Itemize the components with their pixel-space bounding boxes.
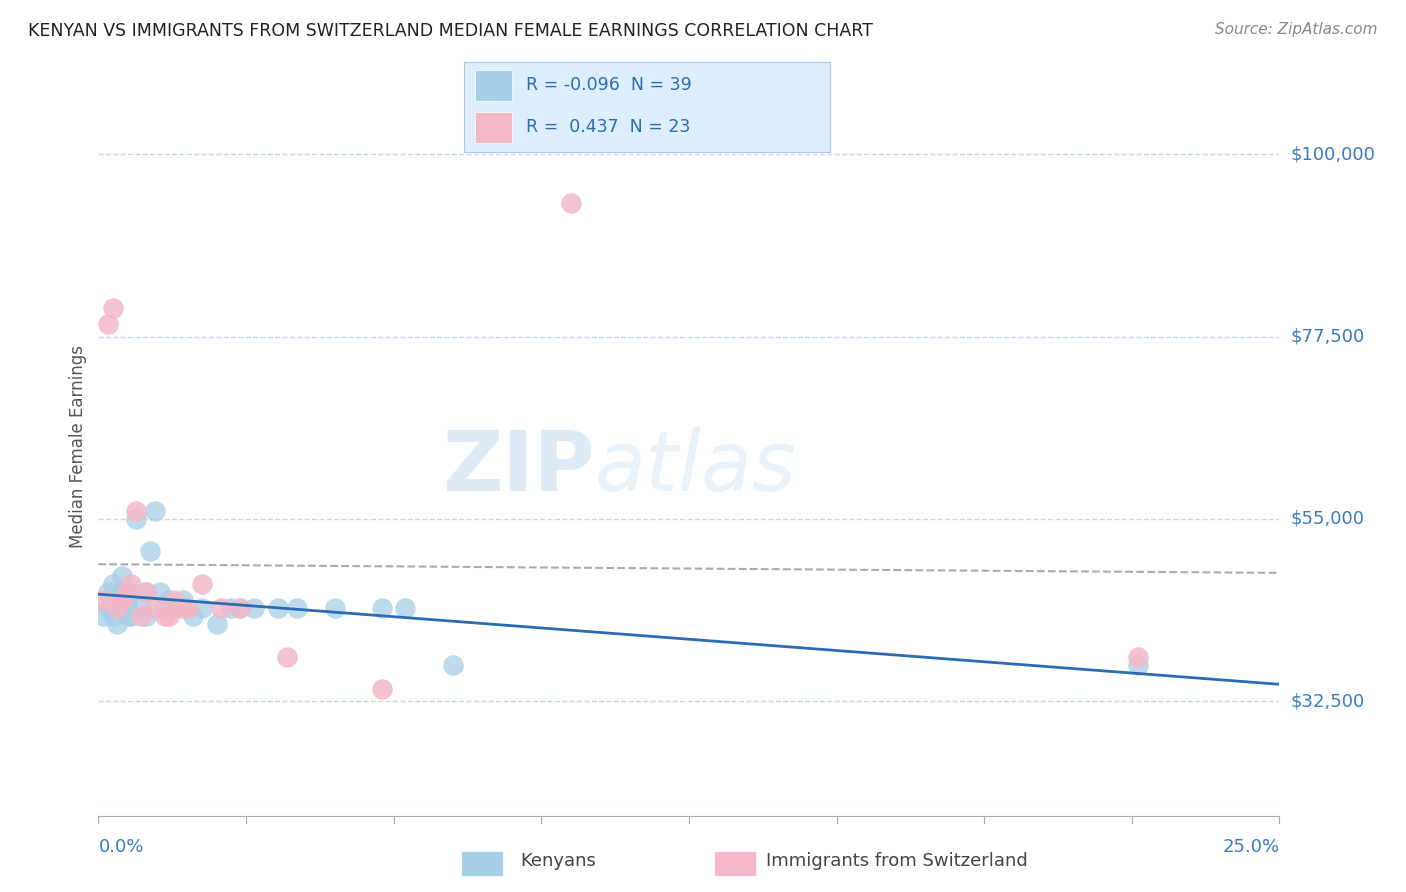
Point [101, 609, 124, 624]
Point [371, 601, 394, 615]
Point [371, 682, 394, 697]
Text: $77,500: $77,500 [1291, 327, 1365, 345]
Text: $100,000: $100,000 [1291, 145, 1375, 163]
Point [115, 601, 138, 615]
Point [157, 593, 180, 607]
Point [91, 593, 114, 607]
Text: Source: ZipAtlas.com: Source: ZipAtlas.com [1215, 22, 1378, 37]
Point [101, 301, 124, 315]
Point [177, 601, 200, 615]
Text: KENYAN VS IMMIGRANTS FROM SWITZERLAND MEDIAN FEMALE EARNINGS CORRELATION CHART: KENYAN VS IMMIGRANTS FROM SWITZERLAND ME… [28, 22, 873, 40]
Point [285, 601, 308, 615]
Point [97, 585, 120, 599]
Point [243, 601, 266, 615]
Text: ZIP: ZIP [441, 427, 595, 508]
Point [323, 601, 346, 615]
Point [276, 649, 298, 664]
Bar [475, 70, 512, 101]
Point [157, 609, 180, 624]
Point [121, 609, 143, 624]
Point [163, 593, 186, 607]
Text: Immigrants from Switzerland: Immigrants from Switzerland [766, 852, 1028, 870]
Point [229, 601, 252, 615]
Point [121, 585, 143, 599]
Point [267, 601, 290, 615]
Point [139, 544, 162, 558]
Point [125, 512, 148, 526]
Point [135, 585, 157, 599]
Point [441, 657, 464, 672]
Point [115, 593, 138, 607]
Point [135, 585, 157, 599]
Point [135, 609, 157, 624]
Point [115, 585, 138, 599]
Point [181, 609, 204, 624]
Point [149, 585, 172, 599]
Point [97, 601, 120, 615]
Point [97, 318, 120, 332]
Point [143, 601, 166, 615]
Point [143, 504, 166, 518]
Point [1126, 657, 1149, 672]
Text: R = -0.096  N = 39: R = -0.096 N = 39 [526, 76, 692, 95]
Point [209, 601, 232, 615]
Point [219, 601, 242, 615]
Point [129, 609, 152, 624]
Point [191, 577, 214, 591]
Point [172, 601, 194, 615]
Point [125, 504, 148, 518]
Point [105, 601, 128, 615]
Y-axis label: Median Female Earnings: Median Female Earnings [69, 344, 87, 548]
Text: $55,000: $55,000 [1291, 510, 1365, 528]
Bar [475, 112, 512, 143]
Point [153, 601, 176, 615]
Point [111, 585, 134, 599]
Point [129, 601, 152, 615]
Point [91, 609, 114, 624]
Point [191, 601, 214, 615]
Point [560, 195, 582, 210]
Point [229, 601, 252, 615]
Point [205, 617, 228, 632]
Text: atlas: atlas [595, 427, 796, 508]
Text: $32,500: $32,500 [1291, 692, 1365, 710]
Point [115, 609, 138, 624]
Point [172, 593, 194, 607]
Text: R =  0.437  N = 23: R = 0.437 N = 23 [526, 118, 690, 136]
Text: 0.0%: 0.0% [98, 838, 143, 856]
Text: 25.0%: 25.0% [1222, 838, 1279, 856]
Point [101, 577, 124, 591]
Point [105, 593, 128, 607]
Point [105, 617, 128, 632]
Point [394, 601, 416, 615]
Point [111, 601, 134, 615]
Text: Kenyans: Kenyans [520, 852, 596, 870]
Point [153, 609, 176, 624]
Point [111, 568, 134, 582]
Point [111, 593, 134, 607]
Point [1126, 649, 1149, 664]
Point [163, 601, 186, 615]
Point [121, 577, 143, 591]
